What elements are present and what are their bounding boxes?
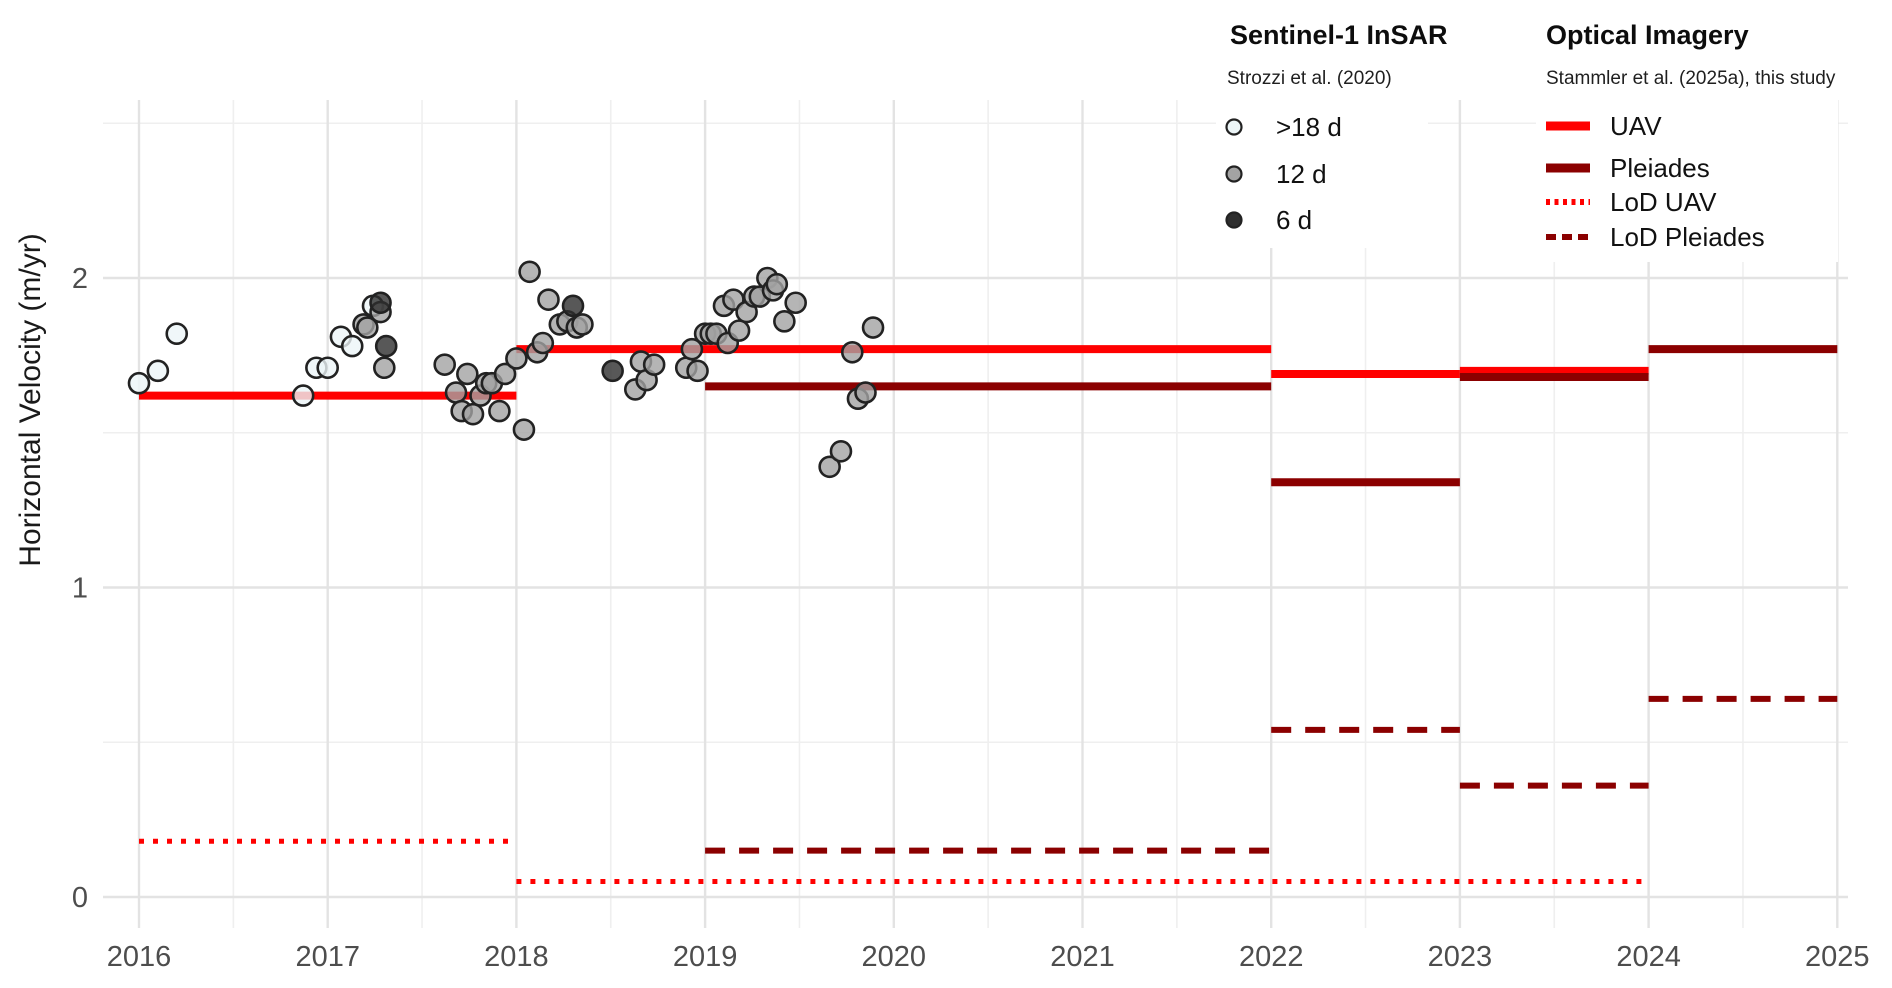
x-tick-label: 2019 bbox=[673, 941, 738, 973]
scatter-point-18d bbox=[291, 384, 315, 407]
scatter-point-12d bbox=[686, 359, 709, 383]
y-tick-label: 1 bbox=[72, 573, 88, 605]
circle-light-icon bbox=[1225, 118, 1243, 136]
legend-entries: >18 d 12 d 6 d UAV Pleiades LoD UAV LoD Pleiad… bbox=[1225, 111, 1765, 252]
x-tick-label: 2017 bbox=[295, 941, 360, 973]
scatter-point-12d bbox=[518, 260, 541, 284]
gridlines bbox=[103, 100, 1848, 928]
scatter-point-12d bbox=[512, 418, 536, 441]
scatter-point-6d bbox=[374, 334, 398, 358]
legend-label-uav: UAV bbox=[1610, 111, 1662, 141]
scatter-point-12d bbox=[727, 319, 751, 342]
x-tick-label: 2024 bbox=[1616, 941, 1681, 973]
legend-bg-sentinel bbox=[1216, 96, 1428, 248]
x-tick-label: 2023 bbox=[1428, 941, 1493, 973]
scatter-point-12d bbox=[373, 356, 396, 380]
circle-gray-icon bbox=[1225, 165, 1243, 183]
scatter-point-6d bbox=[601, 359, 624, 383]
legend-subtitle-optical: Stammler et al. (2025a), this study bbox=[1546, 68, 1836, 89]
scatter-point-12d bbox=[829, 440, 853, 463]
scatter-point-6d bbox=[369, 291, 392, 315]
scatter-point-6d bbox=[561, 294, 585, 318]
x-tick-label: 2018 bbox=[484, 941, 549, 973]
legend: Sentinel-1 InSAR Strozzi et al. (2020) O… bbox=[1216, 20, 1838, 262]
scatter-point-12d bbox=[765, 272, 789, 296]
scatter-point-12d bbox=[493, 362, 517, 386]
scatter-points bbox=[127, 260, 885, 479]
legend-label-12d: 12 d bbox=[1276, 159, 1327, 189]
scatter-point-12d bbox=[840, 340, 864, 364]
y-axis-title: Horizontal Velocity (m/yr) bbox=[14, 233, 47, 566]
scatter-point-18d bbox=[340, 334, 364, 358]
legend-label-18d: >18 d bbox=[1276, 112, 1342, 142]
scatter-point-12d bbox=[680, 337, 704, 361]
axis-labels: 2016 2017 2018 2019 2020 2021 2022 2023 2024 2025… bbox=[72, 263, 1870, 973]
scatter-point-12d bbox=[461, 402, 485, 426]
y-tick-label: 0 bbox=[72, 882, 88, 914]
scatter-point-18d bbox=[165, 322, 189, 346]
scatter-point-12d bbox=[642, 353, 666, 376]
x-tick-label: 2020 bbox=[862, 941, 927, 973]
scatter-point-12d bbox=[444, 381, 468, 404]
scatter-point-12d bbox=[356, 316, 379, 339]
scatter-point-18d bbox=[146, 359, 170, 383]
scatter-point-12d bbox=[456, 362, 479, 386]
scatter-point-12d bbox=[571, 313, 594, 336]
scatter-point-18d bbox=[316, 356, 340, 380]
scatter-point-12d bbox=[854, 381, 877, 404]
legend-title-sentinel: Sentinel-1 InSAR bbox=[1230, 20, 1448, 50]
x-tick-label: 2021 bbox=[1050, 941, 1115, 973]
x-tick-label: 2016 bbox=[107, 941, 172, 973]
scatter-point-12d bbox=[773, 310, 796, 333]
scatter-point-18d bbox=[127, 371, 151, 395]
scatter-point-12d bbox=[531, 331, 555, 355]
legend-label-6d: 6 d bbox=[1276, 205, 1312, 235]
scatter-point-12d bbox=[537, 288, 560, 311]
y-tick-label: 2 bbox=[72, 263, 88, 295]
x-tick-label: 2025 bbox=[1805, 941, 1870, 973]
scatter-point-12d bbox=[784, 291, 807, 315]
legend-subtitle-sentinel: Strozzi et al. (2020) bbox=[1227, 68, 1392, 89]
scatter-point-12d bbox=[433, 353, 456, 376]
circle-dark-icon bbox=[1225, 211, 1243, 229]
scatter-point-12d bbox=[505, 347, 528, 370]
scatter-point-12d bbox=[488, 399, 511, 423]
scatter-point-12d bbox=[861, 316, 885, 339]
legend-label-lod-uav: LoD UAV bbox=[1610, 187, 1717, 217]
legend-label-pleiades: Pleiades bbox=[1610, 153, 1710, 183]
x-tick-label: 2022 bbox=[1239, 941, 1304, 973]
legend-label-lod-pleiades: LoD Pleiades bbox=[1610, 222, 1765, 252]
scatter-point-12d bbox=[818, 455, 841, 479]
legend-title-optical: Optical Imagery bbox=[1546, 20, 1749, 50]
